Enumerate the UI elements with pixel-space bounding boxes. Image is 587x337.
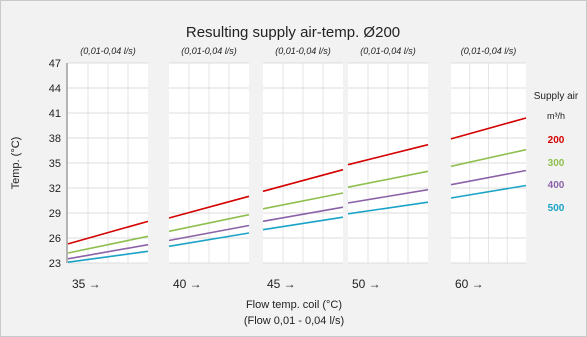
- series-line-400: [450, 169, 527, 186]
- y-tick-label: 44: [49, 83, 61, 95]
- series-line-500: [347, 201, 429, 215]
- series-line-300: [347, 170, 429, 188]
- series-line-500: [450, 184, 527, 199]
- series-line-300: [168, 213, 250, 233]
- y-tick-label: 38: [49, 133, 61, 145]
- panel-range-label: (0,01-0,04 l/s): [275, 46, 331, 56]
- legend-title: Supply air: [534, 91, 579, 102]
- panel-flow-label: 40 →: [173, 277, 202, 291]
- legend-entry-200: 200: [548, 135, 565, 146]
- y-axis-label: Temp. (°C): [10, 137, 22, 190]
- x-axis-sublabel: (Flow 0,01 - 0,04 l/s): [244, 315, 344, 327]
- series-line-200: [67, 220, 149, 245]
- panel-range-label: (0,01-0,04 l/s): [360, 46, 416, 56]
- y-tick-label: 26: [49, 233, 61, 245]
- y-tick-label: 41: [49, 108, 61, 120]
- panel-flow-label: 45 →: [267, 277, 296, 291]
- series-line-200: [168, 195, 250, 219]
- series-line-200: [450, 117, 527, 140]
- panel-flow-label: 50 →: [352, 277, 381, 291]
- legend-entry-500: 500: [548, 203, 565, 214]
- series-line-400: [262, 206, 344, 223]
- series-line-500: [262, 216, 344, 231]
- series-line-200: [262, 168, 344, 193]
- series-line-300: [262, 192, 344, 210]
- y-tick-label: 29: [49, 208, 61, 220]
- x-axis-label: Flow temp. coil (°C): [246, 299, 342, 311]
- legend-entry-300: 300: [548, 158, 565, 169]
- legend-entry-400: 400: [548, 180, 565, 191]
- legend-unit: m³/h: [547, 111, 565, 121]
- series-line-500: [168, 232, 250, 248]
- series-line-500: [67, 250, 149, 263]
- panel-range-label: (0,01-0,04 l/s): [461, 46, 517, 56]
- series-line-200: [347, 143, 429, 166]
- panel-flow-label: 60 →: [455, 277, 484, 291]
- y-tick-label: 47: [49, 58, 61, 70]
- panel-range-label: (0,01-0,04 l/s): [80, 46, 136, 56]
- y-tick-label: 32: [49, 183, 61, 195]
- series-line-400: [67, 243, 149, 260]
- y-tick-label: 23: [49, 258, 61, 270]
- series-line-300: [450, 148, 527, 168]
- y-tick-label: 35: [49, 158, 61, 170]
- panel-range-label: (0,01-0,04 l/s): [181, 46, 237, 56]
- panel-flow-label: 35 →: [72, 277, 101, 291]
- series-line-400: [168, 224, 250, 242]
- chart-title: Resulting supply air-temp. Ø200: [186, 24, 400, 41]
- series-line-400: [347, 188, 429, 204]
- series-line-300: [67, 235, 149, 254]
